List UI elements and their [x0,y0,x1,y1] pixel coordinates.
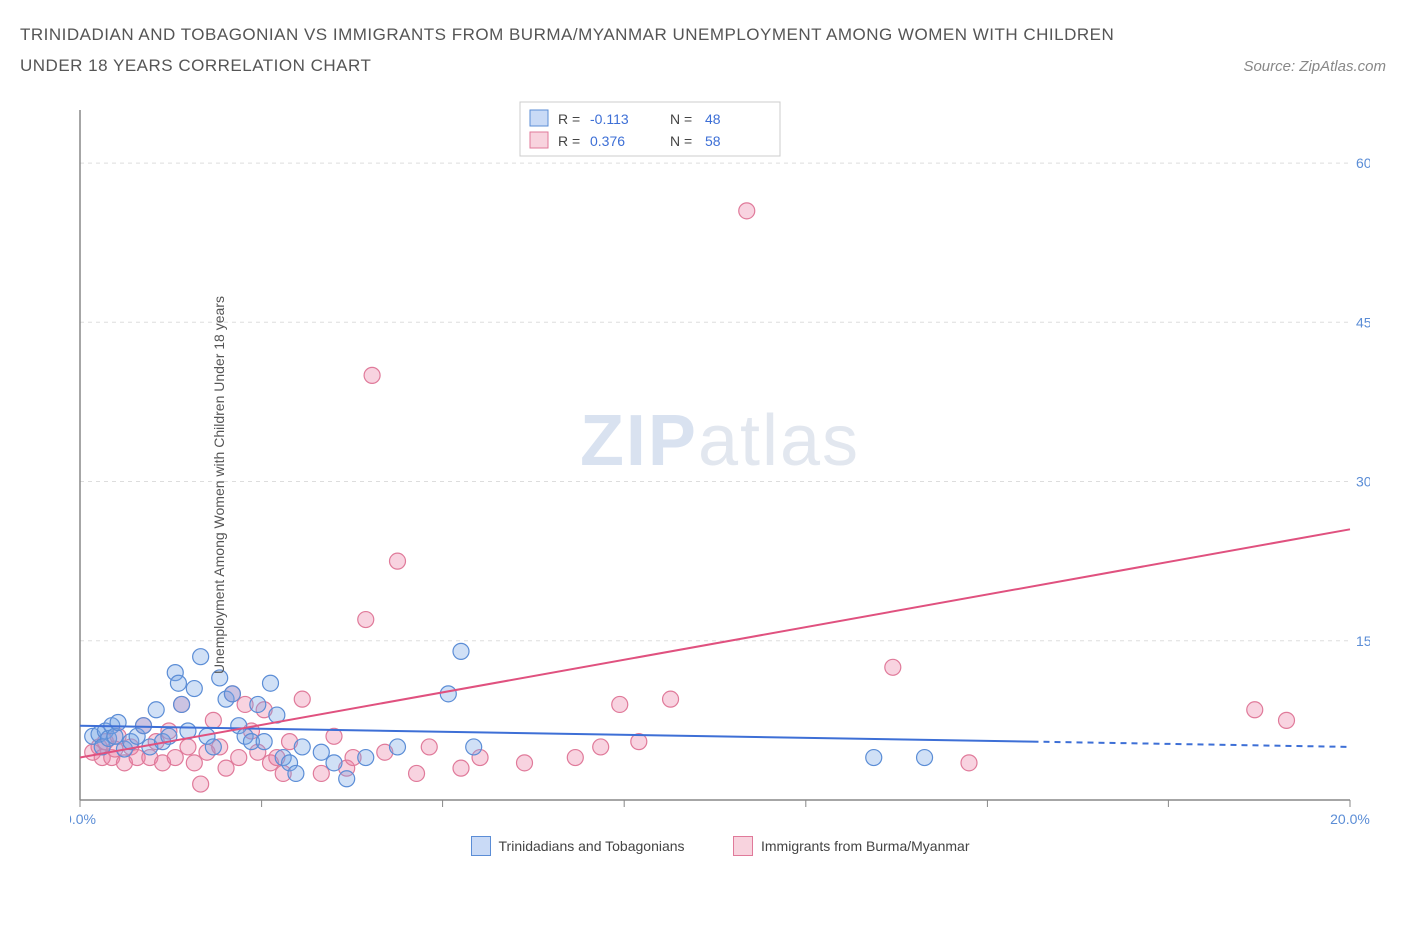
bottom-legend: Trinidadians and Tobagonians Immigrants … [70,836,1370,866]
y-axis-label: Unemployment Among Women with Children U… [211,296,227,674]
svg-text:30.0%: 30.0% [1356,474,1370,490]
svg-text:45.0%: 45.0% [1356,314,1370,330]
watermark: ZIPatlas [580,400,860,482]
svg-text:0.376: 0.376 [590,133,625,149]
svg-text:N =: N = [670,111,692,127]
legend-item-blue: Trinidadians and Tobagonians [471,836,685,856]
svg-text:-0.113: -0.113 [590,111,629,127]
svg-text:15.0%: 15.0% [1356,633,1370,649]
legend-blue-label: Trinidadians and Tobagonians [499,838,685,854]
svg-text:R =: R = [558,111,580,127]
svg-text:60.0%: 60.0% [1356,155,1370,171]
source-label: Source: ZipAtlas.com [1243,58,1386,75]
legend-pink-label: Immigrants from Burma/Myanmar [761,838,969,854]
watermark-bold: ZIP [580,401,698,481]
chart-title: TRINIDADIAN AND TOBAGONIAN VS IMMIGRANTS… [20,20,1120,81]
watermark-light: atlas [698,401,860,481]
square-icon [733,836,753,856]
chart-container: Unemployment Among Women with Children U… [70,100,1370,870]
svg-text:48: 48 [705,111,721,127]
svg-text:58: 58 [705,133,721,149]
svg-text:20.0%: 20.0% [1330,811,1370,827]
svg-text:N =: N = [670,133,692,149]
legend-item-pink: Immigrants from Burma/Myanmar [733,836,969,856]
svg-text:0.0%: 0.0% [70,811,96,827]
svg-text:R =: R = [558,133,580,149]
square-icon [471,836,491,856]
